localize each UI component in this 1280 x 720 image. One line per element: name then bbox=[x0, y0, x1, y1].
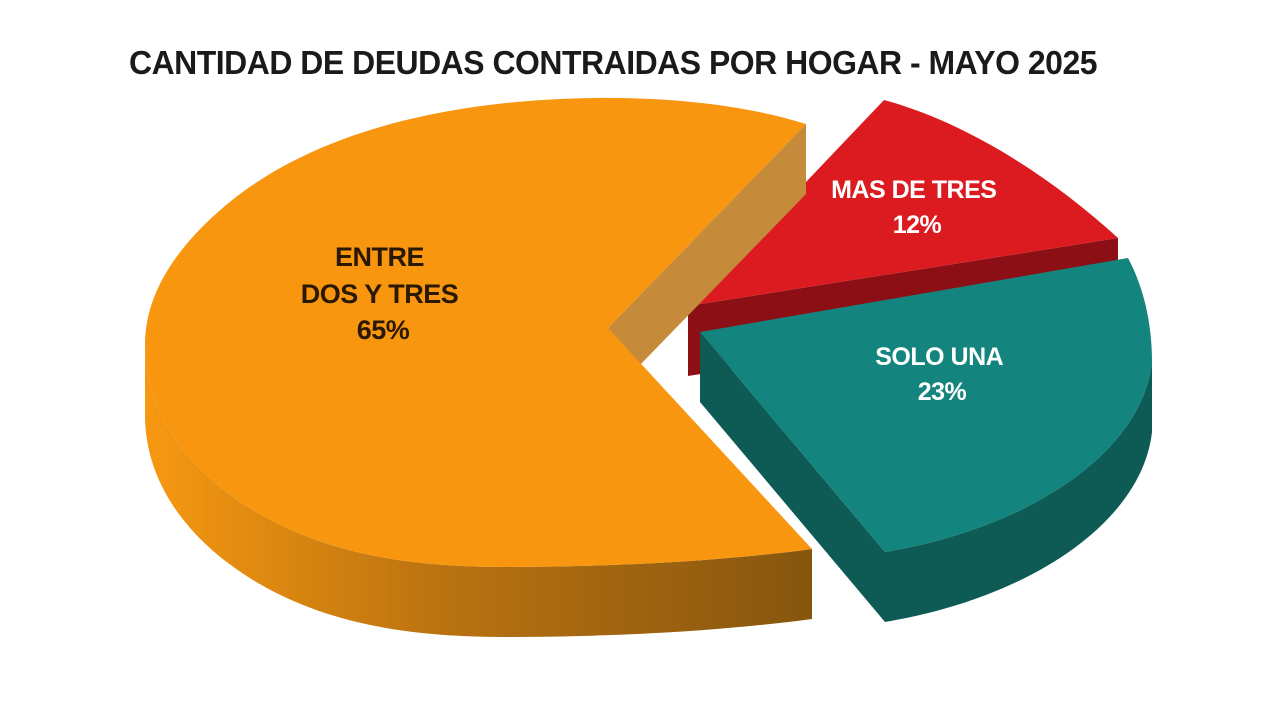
slice-value-mas-de-tres: 12% bbox=[893, 211, 942, 239]
slice-label-line: DOS Y TRES bbox=[301, 279, 459, 309]
slice-value-entre-dos-y-tres: 65% bbox=[357, 315, 410, 345]
slice-entre-dos-y-tres-cut-face bbox=[608, 124, 806, 398]
slice-label-line: SOLO UNA bbox=[875, 343, 1003, 371]
slice-label-line: MAS DE TRES bbox=[831, 176, 996, 204]
slice-solo-una-side bbox=[700, 332, 1152, 622]
slice-label-line: ENTRE bbox=[335, 242, 424, 272]
slice-solo-una bbox=[700, 258, 1152, 622]
slice-entre-dos-y-tres bbox=[145, 97, 812, 637]
chart-title: CANTIDAD DE DEUDAS CONTRAIDAS POR HOGAR … bbox=[129, 44, 1097, 81]
slice-entre-dos-y-tres-top bbox=[145, 97, 812, 568]
slice-label-mas-de-tres: MAS DE TRES 12% bbox=[831, 176, 1003, 239]
slice-entre-dos-y-tres-side bbox=[145, 345, 812, 637]
slice-solo-una-top bbox=[700, 258, 1152, 552]
slice-label-solo-una: SOLO UNA 23% bbox=[875, 343, 1008, 406]
slice-label-entre-dos-y-tres: ENTRE DOS Y TRES 65% bbox=[301, 242, 466, 345]
slice-value-solo-una: 23% bbox=[918, 378, 967, 406]
slice-mas-de-tres-top bbox=[688, 100, 1118, 306]
